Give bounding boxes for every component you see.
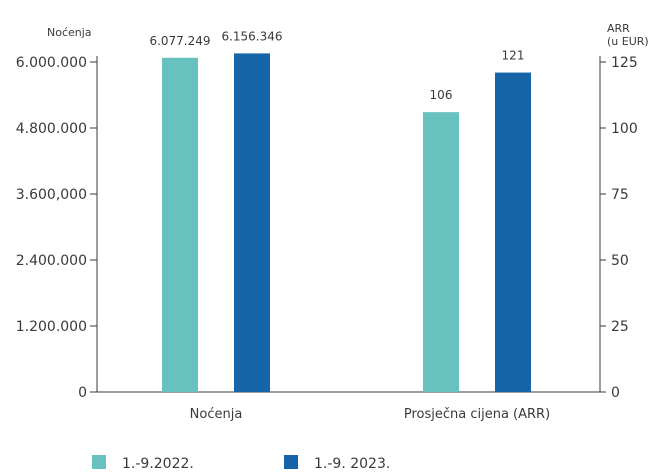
- bars: [162, 53, 531, 392]
- legend-swatch: [284, 455, 298, 469]
- category-label: Prosječna cijena (ARR): [404, 407, 550, 422]
- left-tick-label: 2.400.000: [16, 253, 87, 269]
- legend-item: 1.-9. 2023.: [284, 455, 390, 472]
- legend-label: 1.-9. 2023.: [314, 456, 390, 472]
- left-axis: Noćenja 0 1.200.000 2.400.000 3.600,000 4.80…: [16, 26, 98, 401]
- bar: [162, 57, 198, 392]
- legend-swatch: [92, 455, 106, 469]
- bar: [423, 112, 459, 392]
- bar-value-label: 6.156.346: [221, 29, 282, 43]
- left-axis-ticks: 0 1.200.000 2.400.000 3.600,000 4.800.000 6.0…: [16, 55, 97, 401]
- left-tick-label: 3.600,000: [16, 187, 87, 203]
- left-tick-label: 0: [78, 385, 87, 401]
- left-axis-label: Noćenja: [47, 26, 92, 39]
- bar-value-label: 6.077.249: [149, 34, 210, 48]
- right-tick-label: 75: [611, 187, 629, 203]
- right-tick-label: 100: [611, 121, 638, 137]
- category-label: Noćenja: [190, 407, 243, 422]
- right-axis-ticks: 0 25 50 75 100 125: [600, 55, 638, 401]
- left-tick-label: 1.200.000: [16, 319, 87, 335]
- bar-labels: 6.077.249 106 6.156.346 121: [149, 29, 524, 102]
- bar: [234, 53, 270, 392]
- bar-value-label: 106: [430, 88, 453, 102]
- left-tick-label: 6.000.000: [16, 55, 87, 71]
- right-tick-label: 50: [611, 253, 629, 269]
- right-tick-label: 125: [611, 55, 638, 71]
- bar-value-label: 121: [502, 49, 525, 63]
- bar: [495, 72, 531, 392]
- legend-label: 1.-9.2022.: [122, 456, 194, 472]
- left-tick-label: 4.800.000: [16, 121, 87, 137]
- right-axis-label-line1: ARR: [607, 22, 630, 35]
- legend: 1.-9.2022. 1.-9. 2023.: [92, 455, 390, 472]
- right-axis-label-line2: (u EUR): [607, 35, 649, 48]
- category-labels: Noćenja Prosječna cijena (ARR): [190, 407, 550, 422]
- right-tick-label: 0: [611, 385, 620, 401]
- legend-item: 1.-9.2022.: [92, 455, 194, 472]
- right-axis: ARR (u EUR) 0 25 50 75 100 125: [599, 22, 649, 401]
- right-tick-label: 25: [611, 319, 629, 335]
